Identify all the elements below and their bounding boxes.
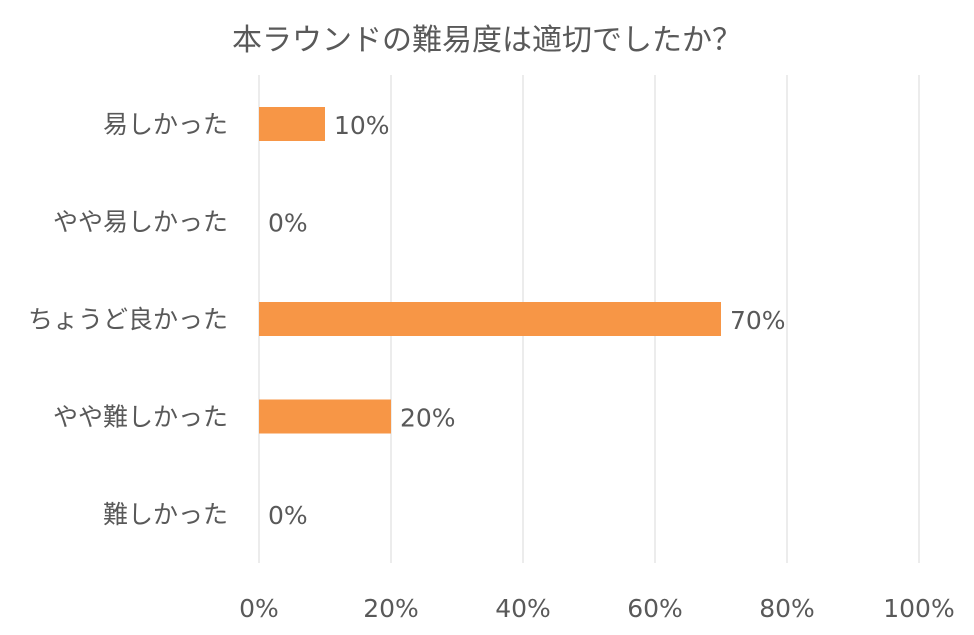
x-tick-label: 60%: [627, 594, 683, 623]
x-axis-tick-labels: 0% 20% 40% 60% 80% 100%: [239, 594, 955, 623]
bar: [259, 302, 721, 336]
x-tick-label: 80%: [759, 594, 815, 623]
category-label: 難しかった: [103, 500, 228, 529]
category-label: やや易しかった: [53, 208, 228, 237]
bars: [259, 107, 721, 434]
category-label: ちょうど良かった: [28, 305, 228, 334]
x-tick-label: 40%: [495, 594, 551, 623]
category-label: 易しかった: [103, 110, 228, 139]
data-label: 70%: [730, 306, 786, 335]
x-tick-label: 0%: [239, 594, 279, 623]
bar: [259, 399, 391, 434]
data-label: 20%: [400, 404, 456, 433]
x-tick-label: 20%: [363, 594, 419, 623]
data-labels: 10% 0% 70% 20% 0%: [268, 111, 786, 530]
bar: [259, 107, 325, 141]
data-label: 0%: [268, 209, 308, 238]
category-label: やや難しかった: [53, 403, 228, 432]
data-label: 0%: [268, 501, 308, 530]
data-label: 10%: [334, 111, 390, 140]
chart-title: 本ラウンドの難易度は適切でしたか？: [232, 23, 742, 58]
x-tick-label: 100%: [883, 594, 954, 623]
